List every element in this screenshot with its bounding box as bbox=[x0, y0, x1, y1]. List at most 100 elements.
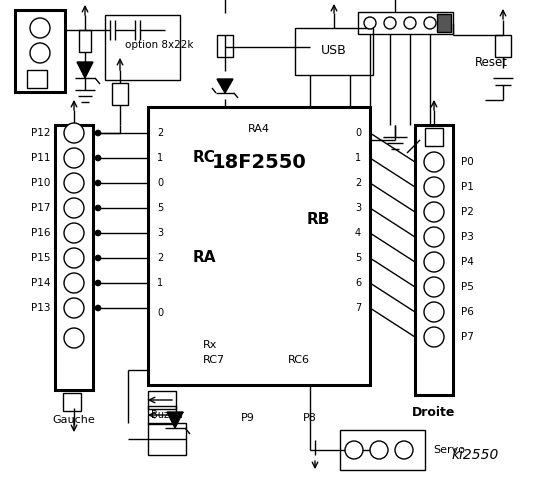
Circle shape bbox=[95, 205, 101, 211]
Bar bbox=[63, 393, 81, 411]
Text: P15: P15 bbox=[30, 253, 50, 263]
Circle shape bbox=[95, 180, 101, 186]
Bar bbox=[148, 423, 186, 455]
Text: 1: 1 bbox=[355, 153, 361, 163]
Text: 18F2550: 18F2550 bbox=[212, 153, 306, 171]
Text: P13: P13 bbox=[30, 303, 50, 313]
Text: 3: 3 bbox=[157, 228, 163, 238]
Text: P0: P0 bbox=[461, 157, 474, 167]
Circle shape bbox=[64, 123, 84, 143]
Bar bbox=[340, 430, 425, 470]
Bar bbox=[148, 391, 176, 409]
Text: RC7: RC7 bbox=[203, 355, 225, 365]
Text: P12: P12 bbox=[30, 128, 50, 138]
Text: RC: RC bbox=[193, 151, 216, 166]
Circle shape bbox=[424, 227, 444, 247]
Bar bbox=[79, 30, 91, 52]
Circle shape bbox=[64, 248, 84, 268]
Circle shape bbox=[64, 328, 84, 348]
Text: Buzzer: Buzzer bbox=[150, 410, 184, 420]
Bar bbox=[437, 14, 451, 32]
Text: P11: P11 bbox=[30, 153, 50, 163]
Polygon shape bbox=[77, 62, 93, 78]
Text: 5: 5 bbox=[157, 203, 163, 213]
Circle shape bbox=[404, 17, 416, 29]
Circle shape bbox=[424, 277, 444, 297]
Circle shape bbox=[424, 302, 444, 322]
Text: 5: 5 bbox=[355, 253, 361, 263]
Circle shape bbox=[395, 441, 413, 459]
Text: 2: 2 bbox=[157, 128, 163, 138]
Circle shape bbox=[424, 252, 444, 272]
Bar bbox=[415, 125, 453, 395]
Text: USB: USB bbox=[321, 45, 347, 58]
Polygon shape bbox=[167, 412, 183, 428]
Text: RC6: RC6 bbox=[288, 355, 310, 365]
Circle shape bbox=[64, 273, 84, 293]
Text: 3: 3 bbox=[355, 203, 361, 213]
Text: Reset: Reset bbox=[475, 56, 508, 69]
Text: option 8x22k: option 8x22k bbox=[125, 40, 194, 50]
Text: RB: RB bbox=[306, 213, 330, 228]
Text: 4: 4 bbox=[355, 228, 361, 238]
Text: 1: 1 bbox=[157, 153, 163, 163]
Circle shape bbox=[64, 223, 84, 243]
Circle shape bbox=[64, 148, 84, 168]
Circle shape bbox=[95, 155, 101, 161]
Circle shape bbox=[64, 298, 84, 318]
Text: Rx: Rx bbox=[203, 340, 217, 350]
Circle shape bbox=[424, 17, 436, 29]
Text: Servo: Servo bbox=[433, 445, 465, 455]
Text: P5: P5 bbox=[461, 282, 474, 292]
Text: P4: P4 bbox=[461, 257, 474, 267]
Circle shape bbox=[95, 280, 101, 286]
Text: Gauche: Gauche bbox=[53, 415, 95, 425]
Bar bbox=[55, 125, 93, 390]
Circle shape bbox=[95, 130, 101, 136]
Bar bbox=[148, 107, 370, 385]
Polygon shape bbox=[217, 79, 233, 93]
Circle shape bbox=[95, 305, 101, 311]
Circle shape bbox=[424, 177, 444, 197]
Text: P17: P17 bbox=[30, 203, 50, 213]
Text: 6: 6 bbox=[355, 278, 361, 288]
Circle shape bbox=[424, 202, 444, 222]
Bar bbox=[15, 10, 65, 92]
Text: 2: 2 bbox=[157, 253, 163, 263]
Circle shape bbox=[95, 255, 101, 261]
Bar bbox=[112, 83, 128, 105]
Circle shape bbox=[364, 17, 376, 29]
Bar bbox=[217, 35, 233, 57]
Circle shape bbox=[370, 441, 388, 459]
Text: 0: 0 bbox=[157, 308, 163, 318]
Circle shape bbox=[64, 173, 84, 193]
Bar bbox=[27, 70, 47, 88]
Bar bbox=[148, 406, 176, 424]
Text: 7: 7 bbox=[355, 303, 361, 313]
Circle shape bbox=[30, 43, 50, 63]
Text: P6: P6 bbox=[461, 307, 474, 317]
Text: P7: P7 bbox=[461, 332, 474, 342]
Circle shape bbox=[345, 441, 363, 459]
Circle shape bbox=[95, 230, 101, 236]
Text: P8: P8 bbox=[303, 413, 317, 423]
Text: P9: P9 bbox=[241, 413, 255, 423]
Text: P1: P1 bbox=[461, 182, 474, 192]
Text: 1: 1 bbox=[157, 278, 163, 288]
Text: P3: P3 bbox=[461, 232, 474, 242]
Text: P16: P16 bbox=[30, 228, 50, 238]
Text: 0: 0 bbox=[157, 178, 163, 188]
Circle shape bbox=[384, 17, 396, 29]
Text: P2: P2 bbox=[461, 207, 474, 217]
Bar bbox=[358, 12, 453, 34]
Bar bbox=[105, 15, 180, 80]
Bar bbox=[425, 128, 443, 146]
Text: 2: 2 bbox=[355, 178, 361, 188]
Circle shape bbox=[30, 18, 50, 38]
Text: P10: P10 bbox=[30, 178, 50, 188]
Bar bbox=[295, 28, 373, 75]
Text: 0: 0 bbox=[355, 128, 361, 138]
Circle shape bbox=[424, 152, 444, 172]
Circle shape bbox=[424, 327, 444, 347]
Circle shape bbox=[64, 198, 84, 218]
